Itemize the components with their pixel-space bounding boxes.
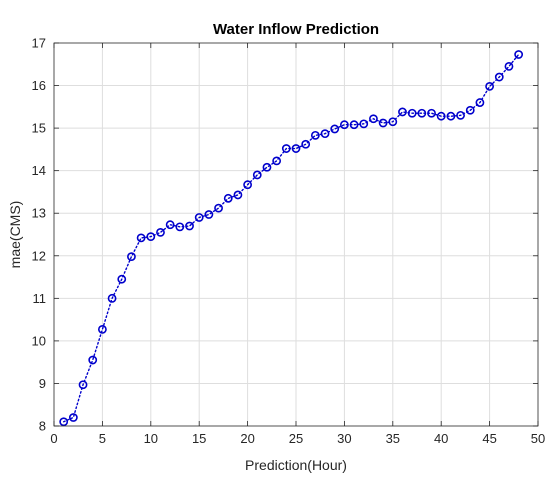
data-point xyxy=(310,130,320,140)
data-point xyxy=(204,210,214,219)
data-point xyxy=(359,119,369,129)
y-tick-label: 15 xyxy=(32,121,46,136)
y-tick-label: 11 xyxy=(33,291,47,306)
x-tick-label: 20 xyxy=(240,431,254,446)
data-point xyxy=(194,213,204,222)
y-tick-label: 9 xyxy=(39,376,46,391)
y-tick-label: 17 xyxy=(32,36,46,51)
data-point xyxy=(98,324,107,334)
data-point xyxy=(349,120,359,130)
series-layer xyxy=(59,50,524,427)
y-axis-label: mae(CMS) xyxy=(7,201,23,269)
y-tick-label: 13 xyxy=(32,206,46,221)
data-point xyxy=(494,72,504,82)
plot-area: 0 5 10 15 20 25 30 35 40 45 50 8 9 10 11 12 13 14 15 16 17 xyxy=(32,36,546,447)
data-point xyxy=(78,380,88,390)
data-point xyxy=(427,108,436,118)
x-axis-label: Prediction(Hour) xyxy=(245,457,347,473)
x-tick-label: 0 xyxy=(50,431,57,446)
x-tick-label: 40 xyxy=(434,431,448,446)
data-point xyxy=(514,50,524,59)
grid xyxy=(54,43,538,426)
data-point xyxy=(107,293,117,303)
data-point xyxy=(339,120,349,130)
data-point xyxy=(378,118,388,128)
y-tick-label: 8 xyxy=(39,419,46,434)
data-point xyxy=(330,124,340,134)
data-point xyxy=(436,111,446,121)
data-point xyxy=(301,139,311,149)
y-tick-label: 12 xyxy=(32,248,46,263)
data-point xyxy=(117,274,127,284)
x-tick-label: 5 xyxy=(99,431,106,446)
x-tick-label: 25 xyxy=(289,431,303,446)
data-point xyxy=(136,233,146,243)
data-point xyxy=(475,98,485,107)
data-point xyxy=(456,110,465,120)
data-point xyxy=(59,417,69,427)
data-point xyxy=(465,105,475,115)
data-point xyxy=(175,222,185,232)
data-point xyxy=(398,107,407,117)
x-tick-label: 50 xyxy=(531,431,545,446)
data-point xyxy=(369,114,378,124)
data-point xyxy=(320,129,330,139)
data-point xyxy=(68,413,78,422)
data-point xyxy=(485,82,494,91)
data-point xyxy=(146,232,156,242)
data-point xyxy=(165,220,175,230)
y-tick-label: 14 xyxy=(32,163,46,178)
ticks: 0 5 10 15 20 25 30 35 40 45 50 8 9 10 11 12 13 14 15 16 17 xyxy=(32,36,546,447)
data-point xyxy=(127,252,136,262)
chart-title: Water Inflow Prediction xyxy=(213,21,379,38)
x-tick-label: 30 xyxy=(337,431,351,446)
x-tick-label: 15 xyxy=(192,431,206,446)
data-point xyxy=(243,180,252,190)
data-point xyxy=(417,108,427,118)
data-point xyxy=(272,156,282,166)
y-tick-label: 10 xyxy=(32,333,46,348)
data-point xyxy=(233,190,243,200)
data-point xyxy=(214,203,223,213)
data-point xyxy=(88,355,98,365)
x-tick-label: 35 xyxy=(386,431,400,446)
data-point xyxy=(252,170,262,180)
data-point xyxy=(223,193,233,203)
data-point xyxy=(446,111,456,121)
data-point xyxy=(185,221,194,231)
x-tick-label: 45 xyxy=(482,431,496,446)
data-point xyxy=(504,62,514,71)
data-point xyxy=(291,144,301,153)
data-point xyxy=(262,162,272,172)
y-tick-label: 16 xyxy=(32,78,46,93)
data-point xyxy=(388,117,398,127)
data-point xyxy=(281,144,291,153)
data-point xyxy=(407,108,417,118)
data-point xyxy=(156,227,165,237)
x-tick-label: 10 xyxy=(144,431,158,446)
